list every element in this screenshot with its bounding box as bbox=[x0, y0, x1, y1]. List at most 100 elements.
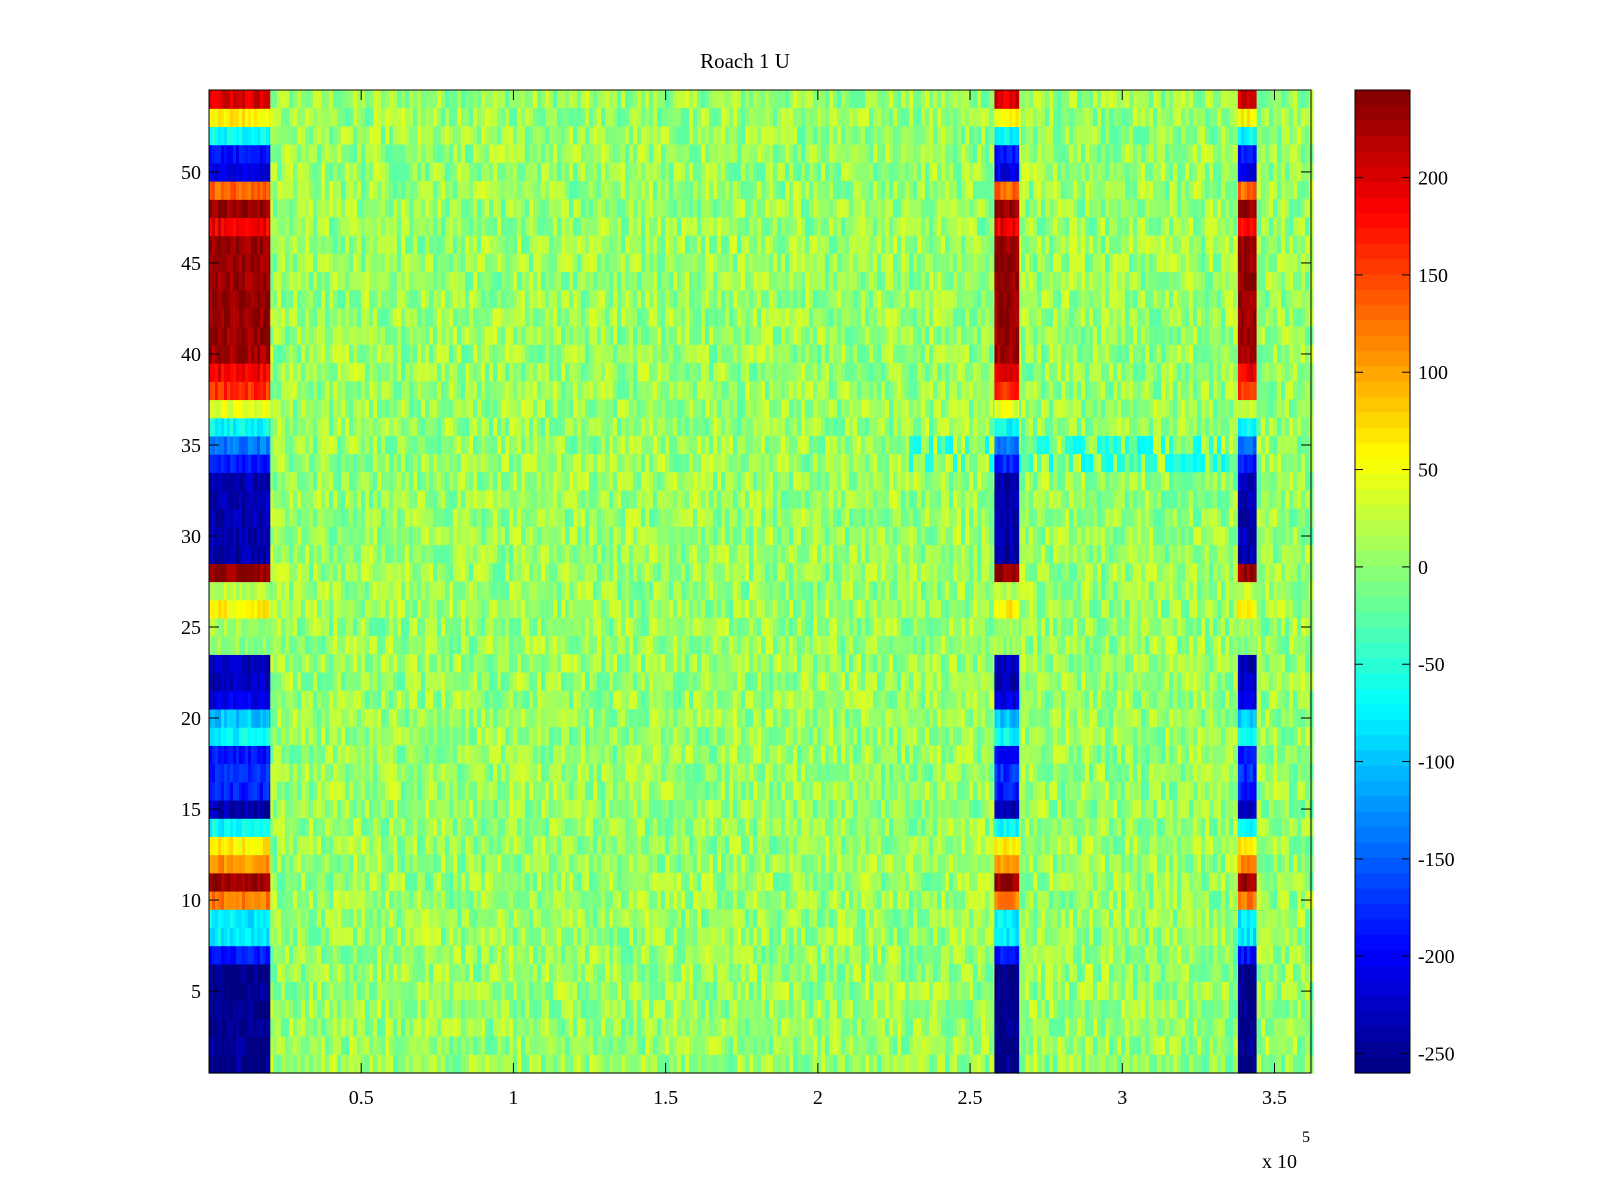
heatmap-cell bbox=[389, 144, 394, 164]
heatmap-cell bbox=[1285, 308, 1290, 328]
heatmap-cell bbox=[465, 381, 470, 401]
heatmap-cell bbox=[513, 181, 518, 200]
heatmap-cell bbox=[1093, 344, 1098, 364]
heatmap-cell bbox=[361, 344, 366, 364]
heatmap-cell bbox=[657, 326, 662, 346]
heatmap-cell bbox=[1277, 272, 1282, 291]
heatmap-cell bbox=[365, 363, 370, 382]
heatmap-cell bbox=[577, 253, 582, 273]
heatmap-cell bbox=[1197, 399, 1202, 419]
heatmap-cell bbox=[1141, 144, 1146, 164]
heatmap-cell bbox=[429, 344, 434, 364]
heatmap-cell bbox=[453, 308, 458, 328]
heatmap-cell bbox=[1289, 108, 1294, 128]
heatmap-cell bbox=[1261, 162, 1266, 182]
heatmap-cell bbox=[1153, 272, 1158, 291]
heatmap-cell bbox=[317, 326, 322, 346]
heatmap-cell bbox=[565, 181, 570, 200]
heatmap-cell bbox=[1225, 90, 1230, 109]
heatmap-cell bbox=[877, 199, 882, 219]
heatmap-cell bbox=[485, 90, 490, 109]
heatmap-cell bbox=[1125, 162, 1130, 182]
heatmap-cell bbox=[613, 290, 618, 310]
heatmap-cell bbox=[285, 381, 290, 401]
heatmap-cell bbox=[561, 326, 566, 346]
heatmap-cell bbox=[457, 162, 462, 182]
heatmap-cell bbox=[269, 308, 274, 328]
heatmap-cell bbox=[809, 253, 814, 273]
heatmap-cell bbox=[365, 344, 370, 364]
heatmap-cell bbox=[1165, 199, 1170, 219]
heatmap-cell bbox=[805, 290, 810, 310]
heatmap-cell bbox=[313, 399, 318, 419]
heatmap-cell bbox=[1229, 308, 1234, 328]
heatmap-cell bbox=[669, 344, 674, 364]
heatmap-cell bbox=[825, 381, 830, 401]
heatmap-cell bbox=[633, 235, 638, 255]
heatmap-cell bbox=[821, 326, 826, 346]
heatmap-cell bbox=[1105, 381, 1110, 401]
heatmap-cell bbox=[589, 108, 594, 128]
heatmap-cell bbox=[773, 90, 778, 109]
heatmap-cell bbox=[1285, 253, 1290, 273]
heatmap-cell bbox=[1045, 181, 1050, 200]
heatmap-cell bbox=[1037, 272, 1042, 291]
heatmap-cell bbox=[1273, 126, 1278, 146]
heatmap-cell bbox=[1153, 108, 1158, 128]
heatmap-cell bbox=[1189, 381, 1194, 401]
heatmap-cell bbox=[1073, 381, 1078, 401]
heatmap-cell bbox=[1193, 326, 1198, 346]
heatmap-cell bbox=[689, 308, 694, 328]
heatmap-cell bbox=[293, 344, 298, 364]
heatmap-cell bbox=[921, 108, 926, 128]
heatmap-cell bbox=[829, 253, 834, 273]
heatmap-cell bbox=[1017, 108, 1022, 128]
heatmap-cell bbox=[817, 381, 822, 401]
heatmap-cell bbox=[725, 290, 730, 310]
heatmap-cell bbox=[901, 381, 906, 401]
heatmap-cell bbox=[753, 199, 758, 219]
heatmap-cell bbox=[1069, 399, 1074, 419]
heatmap-cell bbox=[1017, 181, 1022, 200]
heatmap-cell bbox=[1305, 381, 1310, 401]
heatmap-cell bbox=[333, 90, 338, 109]
heatmap-cell bbox=[1109, 108, 1114, 128]
heatmap-cell bbox=[753, 162, 758, 182]
heatmap-cell bbox=[641, 108, 646, 128]
heatmap-cell bbox=[1069, 235, 1074, 255]
heatmap-cell bbox=[653, 108, 658, 128]
heatmap-cell bbox=[1109, 326, 1114, 346]
heatmap-cell bbox=[869, 108, 874, 128]
heatmap-cell bbox=[617, 272, 622, 291]
heatmap-cell bbox=[493, 235, 498, 255]
heatmap-cell bbox=[721, 363, 726, 382]
heatmap-cell bbox=[821, 126, 826, 146]
heatmap-cell bbox=[765, 108, 770, 128]
heatmap-cell bbox=[501, 144, 506, 164]
heatmap-cell bbox=[917, 144, 922, 164]
heatmap-cell bbox=[789, 363, 794, 382]
heatmap-cell bbox=[1201, 363, 1206, 382]
heatmap-cell bbox=[1297, 290, 1302, 310]
heatmap-cell bbox=[1025, 399, 1030, 419]
heatmap-cell bbox=[957, 399, 962, 419]
heatmap-cell bbox=[1261, 90, 1266, 109]
heatmap-cell bbox=[761, 181, 766, 200]
heatmap-cell bbox=[653, 399, 658, 419]
heatmap-cell bbox=[673, 181, 678, 200]
heatmap-cell bbox=[1053, 235, 1058, 255]
heatmap-cell bbox=[513, 235, 518, 255]
heatmap-cell bbox=[373, 381, 378, 401]
heatmap-cell bbox=[733, 108, 738, 128]
heatmap-cell bbox=[617, 181, 622, 200]
heatmap-cell bbox=[1021, 235, 1026, 255]
heatmap-cell bbox=[525, 381, 530, 401]
heatmap-cell bbox=[925, 344, 930, 364]
heatmap-cell bbox=[389, 235, 394, 255]
heatmap-cell bbox=[1025, 253, 1030, 273]
heatmap-cell bbox=[325, 199, 330, 219]
heatmap-cell bbox=[1017, 363, 1022, 382]
heatmap-cell bbox=[409, 326, 414, 346]
heatmap-cell bbox=[481, 108, 486, 128]
heatmap-cell bbox=[337, 290, 342, 310]
